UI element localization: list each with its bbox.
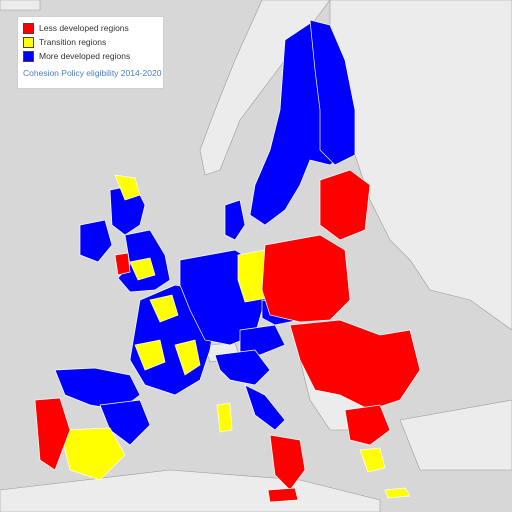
legend-label: Less developed regions (39, 23, 129, 33)
wales-yorkshire-region (129, 257, 156, 281)
africa-land (0, 469, 381, 512)
iceland-land (0, 0, 41, 11)
ireland-region (79, 219, 113, 263)
east-spain-region (99, 399, 151, 446)
blue-swatch-icon (23, 50, 34, 62)
legend-box: Less developed regions Transition region… (17, 16, 164, 89)
austria-region (239, 324, 286, 356)
scotland-highlands-region (114, 174, 141, 201)
greece-crete-region (384, 487, 411, 499)
central-italy-region (244, 384, 286, 431)
legend-item-transition: Transition regions (23, 35, 158, 49)
turkey-land (399, 399, 512, 471)
north-italy-region (214, 349, 271, 386)
more-developed-regions (54, 19, 356, 446)
denmark-region (224, 199, 246, 241)
portugal-region (34, 397, 71, 471)
finland-region (309, 19, 356, 166)
less-developed-regions (34, 169, 421, 503)
yellow-swatch-icon (23, 36, 34, 48)
west-france-region (134, 339, 166, 371)
greece-region (359, 447, 386, 473)
legend-label: Transition regions (39, 37, 107, 47)
south-france-region (174, 339, 201, 376)
legend-caption: Cohesion Policy eligibility 2014-2020 (23, 68, 162, 78)
wales-region (114, 252, 131, 276)
north-france-region (149, 294, 179, 323)
sardinia-region (216, 402, 233, 433)
legend-item-less-developed: Less developed regions (23, 21, 158, 35)
south-italy-region (269, 434, 306, 491)
baltics-region (319, 169, 371, 241)
red-swatch-icon (23, 22, 34, 34)
south-spain-region (59, 427, 126, 481)
east-europe-region (289, 319, 421, 411)
russia-land (329, 0, 512, 331)
bulgaria-greece-region (344, 404, 391, 446)
legend-item-more-developed: More developed regions (23, 49, 158, 63)
poland-region (261, 234, 351, 323)
sicily-region (267, 487, 299, 503)
legend-label: More developed regions (39, 51, 131, 61)
